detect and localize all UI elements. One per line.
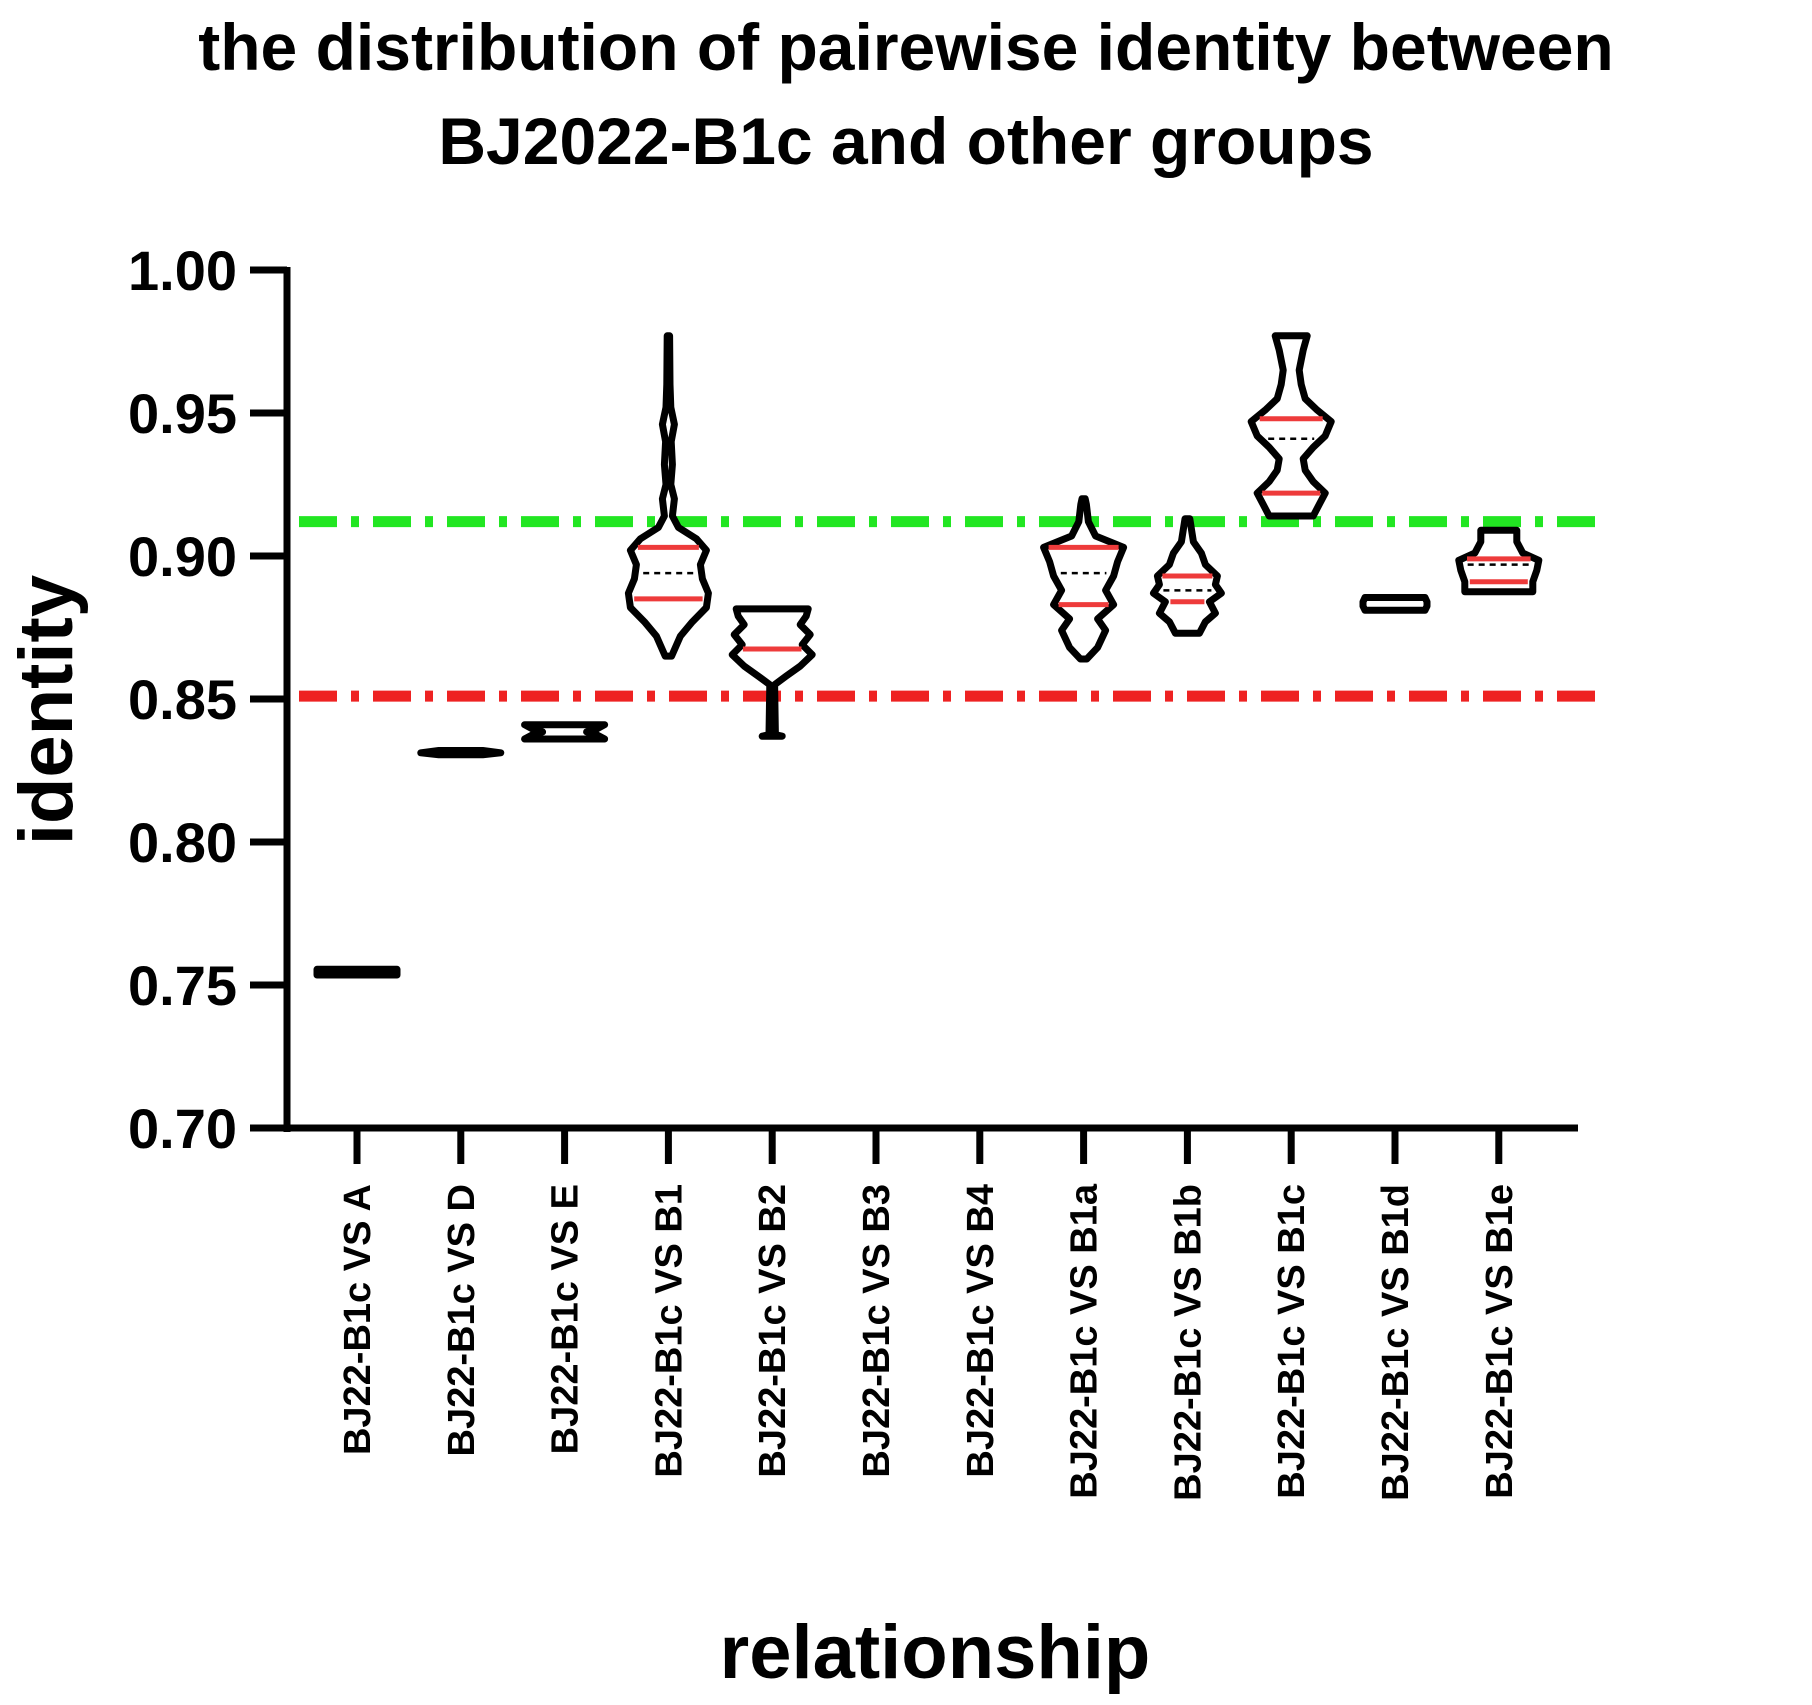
violin-body xyxy=(1359,594,1431,614)
x-axis-title: relationship xyxy=(720,1610,1151,1695)
violin-body xyxy=(728,605,816,740)
x-tick-label: BJ22-B1c VS B1d xyxy=(1375,1184,1417,1501)
x-tick-label: BJ22-B1c VS A xyxy=(337,1184,379,1455)
violin-body xyxy=(521,721,609,743)
x-tick-label: BJ22-B1c VS B1e xyxy=(1479,1184,1521,1499)
violin-body xyxy=(417,747,505,759)
violin-body xyxy=(624,332,712,660)
y-tick-label: 0.95 xyxy=(128,382,237,445)
y-tick-label: 0.70 xyxy=(128,1097,237,1160)
y-tick-label: 0.90 xyxy=(128,525,237,588)
violin-8 xyxy=(1040,495,1128,663)
violin-5 xyxy=(728,605,816,740)
violin-12 xyxy=(1455,526,1543,596)
violin-3 xyxy=(521,721,609,743)
y-tick-label: 1.00 xyxy=(128,239,237,302)
violin-body xyxy=(1040,495,1128,663)
x-tick-label: BJ22-B1c VS B4 xyxy=(960,1184,1002,1478)
violin-2 xyxy=(417,747,505,759)
x-tick-label: BJ22-B1c VS B1b xyxy=(1167,1184,1209,1501)
chart-title-line-1: the distribution of pairewise identity b… xyxy=(198,10,1614,84)
y-tick-label: 0.75 xyxy=(128,954,237,1017)
x-axis: BJ22-B1c VS A BJ22-B1c VS D BJ22-B1c VS E B… xyxy=(283,1124,1578,1501)
chart-title-line-2: BJ2022-B1c and other groups xyxy=(438,104,1374,178)
x-tick-label: BJ22-B1c VS B1a xyxy=(1064,1183,1106,1499)
y-tick-label: 0.80 xyxy=(128,811,237,874)
y-tick-label: 0.85 xyxy=(128,668,237,731)
x-tick-label: BJ22-B1c VS B1 xyxy=(648,1184,690,1478)
violin-11 xyxy=(1359,594,1431,614)
y-axis: 0.70 0.75 0.80 0.85 0.90 0.95 1.00 xyxy=(128,239,291,1160)
violin-9 xyxy=(1149,515,1225,637)
x-tick-label: BJ22-B1c VS B3 xyxy=(856,1184,898,1478)
x-tick-label: BJ22-B1c VS D xyxy=(441,1184,483,1456)
chart-title: the distribution of pairewise identity b… xyxy=(0,0,1812,188)
reference-lines xyxy=(299,516,1606,702)
violin-4 xyxy=(624,332,712,660)
y-axis-title: identity xyxy=(4,575,89,845)
x-tick-label: BJ22-B1c VS B2 xyxy=(752,1184,794,1478)
violin-10 xyxy=(1247,332,1335,520)
violin-body xyxy=(313,965,401,979)
violin-group xyxy=(313,332,1543,979)
violin-1 xyxy=(313,965,401,979)
x-tick-label: BJ22-B1c VS B1c xyxy=(1271,1184,1313,1499)
x-tick-label: BJ22-B1c VS E xyxy=(545,1184,587,1454)
violin-body xyxy=(1247,332,1335,520)
